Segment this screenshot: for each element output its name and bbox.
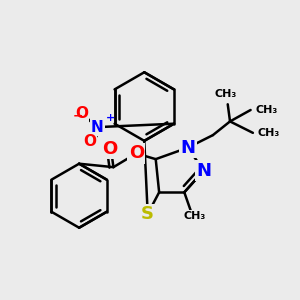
Text: O: O: [83, 134, 96, 149]
Text: CH₃: CH₃: [184, 211, 206, 221]
Text: N: N: [196, 162, 211, 180]
Text: N: N: [180, 139, 195, 157]
Text: O: O: [102, 140, 118, 158]
Text: N: N: [91, 120, 104, 135]
Text: S: S: [141, 205, 154, 223]
Text: +: +: [105, 113, 115, 123]
Text: CH₃: CH₃: [255, 105, 278, 115]
Text: −: −: [72, 109, 83, 122]
Text: O: O: [75, 106, 88, 121]
Text: CH₃: CH₃: [257, 128, 280, 138]
Text: O: O: [129, 144, 144, 162]
Text: CH₃: CH₃: [214, 88, 237, 99]
